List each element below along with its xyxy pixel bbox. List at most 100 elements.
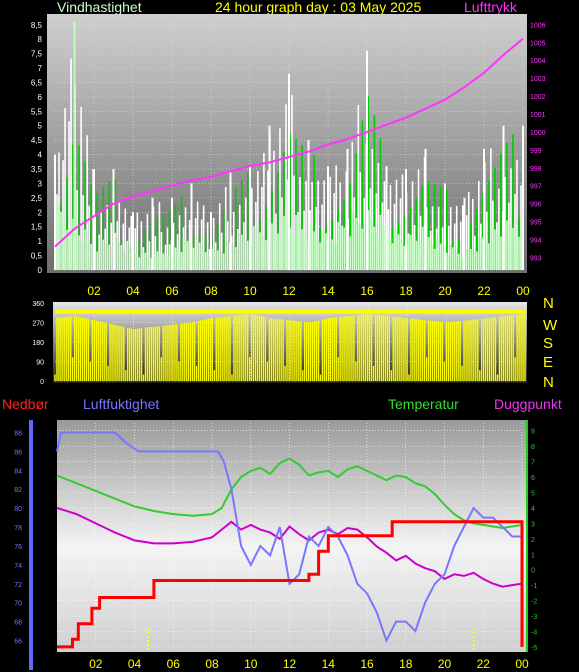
y-tick-label-temperature: -3 — [531, 614, 537, 621]
wind-title: Vindhastighet — [57, 0, 142, 15]
x-tick-label-top: 06 — [165, 284, 179, 298]
x-tick-label-top: 08 — [204, 284, 218, 298]
y-tick-label-temperature: 5 — [531, 490, 535, 497]
graph-title: 24 hour graph day : 03 May 2025 — [215, 0, 421, 15]
humidity-axis-bar — [29, 420, 33, 670]
y-tick-label-temperature: 6 — [531, 475, 535, 482]
x-tick-label-bottom: 06 — [167, 657, 181, 671]
x-tick-label-bottom: 20 — [438, 657, 452, 671]
y-tick-label-wind: 2,5 — [31, 194, 43, 203]
y-tick-label-wind: 3,5 — [31, 165, 43, 174]
y-tick-label-wind: 4,5 — [31, 136, 43, 145]
x-tick-label-top: 14 — [321, 284, 335, 298]
y-tick-label-wind: 1,5 — [31, 223, 43, 232]
x-tick-label-bottom: 16 — [360, 657, 374, 671]
y-tick-label-pressure: 993 — [530, 255, 542, 262]
y-tick-label-wind: 6,5 — [31, 78, 43, 87]
x-tick-label-top: 20 — [438, 284, 452, 298]
x-tick-label-top: 10 — [243, 284, 257, 298]
y-tick-label-pressure: 1005 — [530, 40, 546, 47]
y-tick-label-humidity: 80 — [14, 506, 22, 513]
y-tick-label-temperature: 8 — [531, 444, 535, 451]
y-tick-label-wind: 1 — [38, 237, 43, 246]
y-tick-label-humidity: 66 — [14, 639, 22, 646]
y-tick-label-wind: 4 — [38, 151, 43, 160]
y-tick-label-wind: 3 — [38, 179, 43, 188]
y-tick-label-pressure: 995 — [530, 220, 542, 227]
dewpoint-line — [56, 506, 523, 588]
legend-humidity: Luftfuktighet — [83, 396, 159, 412]
x-tick-label-bottom: 12 — [283, 657, 297, 671]
pressure-line — [54, 37, 524, 248]
y-tick-label-wind: 2 — [38, 208, 43, 217]
temperature-line — [56, 457, 523, 530]
y-tick-label-temperature: -2 — [531, 599, 537, 606]
y-tick-label-temperature: 1 — [531, 552, 535, 559]
y-tick-label-wind: 0 — [38, 266, 43, 275]
y-tick-label-wind: 8,5 — [31, 21, 43, 30]
y-tick-label-pressure: 1004 — [530, 58, 546, 65]
y-tick-label-direction: 90 — [36, 360, 44, 367]
climate-grid — [57, 423, 523, 650]
y-tick-label-pressure: 1000 — [530, 130, 546, 137]
y-tick-label-temperature: 4 — [531, 506, 535, 513]
climate-plot-area — [57, 420, 526, 652]
y-tick-label-pressure: 998 — [530, 166, 542, 173]
y-tick-label-wind: 5 — [38, 122, 43, 131]
x-tick-label-top: 16 — [360, 284, 374, 298]
x-tick-label-bottom: 08 — [205, 657, 219, 671]
x-tick-label-top: 18 — [399, 284, 413, 298]
x-tick-label-bottom: 04 — [128, 657, 142, 671]
x-tick-label-top: 04 — [126, 284, 140, 298]
x-tick-label-bottom: 10 — [244, 657, 258, 671]
y-tick-label-humidity: 84 — [14, 468, 22, 475]
y-tick-label-temperature: 9 — [531, 429, 535, 436]
y-tick-label-direction: 180 — [32, 340, 44, 347]
y-tick-label-humidity: 76 — [14, 544, 22, 551]
axis-ticks: 00,511,522,533,544,555,566,577,588,502 04… — [14, 21, 545, 671]
pressure-series — [54, 37, 524, 248]
y-tick-label-humidity: 82 — [14, 487, 22, 494]
compass-n-top: N — [543, 295, 554, 312]
x-tick-label-bottom: 02 — [89, 657, 103, 671]
y-tick-label-temperature: -1 — [531, 583, 537, 590]
x-tick-label-bottom: 18 — [399, 657, 413, 671]
y-tick-label-direction: 360 — [32, 301, 44, 308]
y-tick-label-humidity: 88 — [14, 430, 22, 437]
compass-w: W — [543, 317, 558, 334]
x-tick-label-top: 00 — [516, 284, 530, 298]
y-tick-label-pressure: 994 — [530, 238, 542, 245]
y-tick-label-wind: 7 — [38, 64, 43, 73]
y-tick-label-wind: 7,5 — [31, 50, 43, 59]
y-tick-label-humidity: 68 — [14, 620, 22, 627]
y-tick-label-wind: 5,5 — [31, 107, 43, 116]
x-tick-label-top: 02 — [87, 284, 101, 298]
y-tick-label-temperature: 2 — [531, 537, 535, 544]
humidity-line — [56, 431, 522, 644]
legend-dewpoint: Duggpunkt — [494, 396, 562, 412]
legend-temperature: Temperatur — [388, 396, 459, 412]
compass-e: E — [543, 354, 553, 371]
y-tick-label-temperature: -5 — [531, 645, 537, 652]
y-tick-label-temperature: 3 — [531, 521, 535, 528]
y-tick-label-pressure: 1003 — [530, 76, 546, 83]
y-tick-label-humidity: 78 — [14, 525, 22, 532]
y-tick-label-temperature: -4 — [531, 629, 537, 636]
compass-s: S — [543, 335, 553, 352]
y-tick-label-wind: 6 — [38, 93, 43, 102]
y-tick-label-pressure: 999 — [530, 148, 542, 155]
legend-rain: Nedbør — [2, 396, 49, 412]
y-tick-label-pressure: 1002 — [530, 94, 546, 101]
y-tick-label-temperature: 7 — [531, 460, 535, 467]
pressure-title: Lufttrykk — [464, 0, 518, 15]
y-tick-label-pressure: 997 — [530, 184, 542, 191]
wind-series — [54, 21, 524, 270]
y-tick-label-humidity: 72 — [14, 582, 22, 589]
climate-series — [56, 431, 524, 650]
y-tick-label-humidity: 70 — [14, 601, 22, 608]
y-tick-label-wind: 8 — [38, 35, 43, 44]
x-tick-label-bottom: 00 — [515, 657, 529, 671]
y-tick-label-pressure: 996 — [530, 202, 542, 209]
y-tick-label-direction: 0 — [40, 379, 44, 386]
